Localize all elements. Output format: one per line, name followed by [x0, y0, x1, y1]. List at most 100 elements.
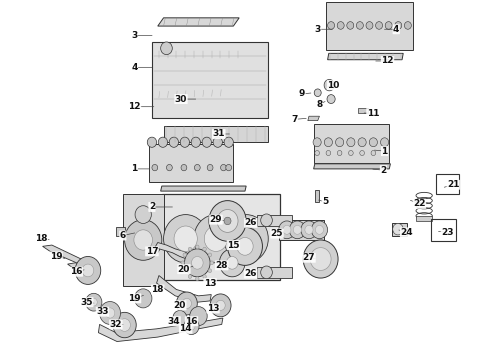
- Polygon shape: [116, 227, 125, 236]
- Text: 30: 30: [175, 95, 187, 104]
- Circle shape: [224, 137, 233, 147]
- Circle shape: [209, 201, 246, 241]
- Circle shape: [261, 266, 272, 279]
- Circle shape: [328, 22, 335, 29]
- Text: 8: 8: [317, 100, 322, 109]
- Circle shape: [208, 253, 212, 257]
- Circle shape: [203, 247, 206, 251]
- Text: 27: 27: [303, 253, 315, 262]
- Bar: [149, 144, 233, 181]
- Circle shape: [381, 138, 389, 147]
- Circle shape: [158, 137, 168, 147]
- Circle shape: [210, 294, 231, 317]
- Polygon shape: [43, 245, 89, 267]
- Circle shape: [220, 249, 245, 277]
- Circle shape: [202, 137, 211, 147]
- Circle shape: [75, 256, 101, 284]
- Polygon shape: [157, 91, 223, 102]
- Circle shape: [313, 138, 321, 147]
- Circle shape: [207, 165, 213, 171]
- Circle shape: [86, 293, 102, 311]
- Polygon shape: [314, 164, 391, 169]
- Circle shape: [194, 215, 238, 263]
- Circle shape: [393, 224, 403, 235]
- Polygon shape: [98, 318, 223, 342]
- Circle shape: [119, 319, 130, 331]
- Text: 32: 32: [110, 320, 122, 329]
- Circle shape: [188, 275, 192, 279]
- Text: 13: 13: [207, 304, 219, 313]
- Text: 31: 31: [213, 130, 225, 139]
- Circle shape: [305, 225, 313, 234]
- Circle shape: [301, 221, 317, 239]
- Text: 21: 21: [447, 180, 460, 189]
- Circle shape: [208, 269, 212, 273]
- Bar: [314, 125, 389, 163]
- Text: 12: 12: [128, 102, 141, 111]
- Circle shape: [326, 150, 331, 156]
- Polygon shape: [392, 223, 407, 235]
- Circle shape: [134, 230, 152, 250]
- Circle shape: [105, 308, 115, 318]
- Circle shape: [196, 277, 199, 280]
- Circle shape: [337, 150, 342, 156]
- Circle shape: [366, 22, 373, 29]
- Polygon shape: [155, 243, 190, 259]
- Text: 25: 25: [271, 229, 283, 238]
- Circle shape: [99, 302, 121, 324]
- Text: 28: 28: [216, 261, 228, 270]
- Circle shape: [283, 225, 291, 234]
- Circle shape: [404, 22, 412, 29]
- Circle shape: [82, 264, 94, 277]
- Circle shape: [183, 269, 187, 273]
- Text: 12: 12: [381, 57, 394, 66]
- Circle shape: [310, 248, 331, 270]
- Circle shape: [294, 225, 301, 234]
- Circle shape: [227, 227, 263, 265]
- Text: 29: 29: [210, 215, 222, 224]
- Text: 1: 1: [131, 165, 138, 174]
- Text: 2: 2: [149, 202, 155, 211]
- Circle shape: [371, 150, 376, 156]
- Text: 11: 11: [367, 108, 379, 117]
- Circle shape: [303, 240, 338, 278]
- Circle shape: [314, 89, 321, 96]
- Polygon shape: [68, 263, 94, 274]
- Circle shape: [358, 138, 366, 147]
- Circle shape: [176, 292, 197, 315]
- Circle shape: [135, 206, 151, 224]
- Circle shape: [315, 150, 319, 156]
- Circle shape: [113, 312, 136, 338]
- Circle shape: [195, 165, 200, 171]
- Bar: [326, 2, 413, 50]
- Circle shape: [356, 22, 364, 29]
- Text: 4: 4: [393, 25, 399, 34]
- Bar: [416, 216, 432, 221]
- Circle shape: [382, 150, 387, 156]
- Polygon shape: [158, 18, 239, 26]
- Polygon shape: [328, 53, 403, 60]
- Text: 23: 23: [441, 228, 454, 237]
- Circle shape: [167, 165, 172, 171]
- Circle shape: [180, 137, 190, 147]
- Circle shape: [188, 323, 195, 330]
- Circle shape: [324, 80, 335, 91]
- Circle shape: [124, 220, 162, 260]
- Circle shape: [181, 165, 187, 171]
- Circle shape: [182, 298, 192, 309]
- Text: 4: 4: [131, 63, 138, 72]
- Text: 20: 20: [173, 301, 186, 310]
- Text: 15: 15: [227, 240, 240, 249]
- Circle shape: [213, 137, 222, 147]
- Circle shape: [376, 22, 383, 29]
- Circle shape: [235, 226, 258, 251]
- Polygon shape: [315, 190, 319, 202]
- Circle shape: [279, 221, 295, 239]
- Circle shape: [147, 137, 157, 147]
- Circle shape: [385, 22, 392, 29]
- Circle shape: [316, 225, 323, 234]
- Circle shape: [191, 137, 200, 147]
- Circle shape: [203, 275, 206, 279]
- Circle shape: [161, 42, 172, 55]
- Text: 9: 9: [299, 90, 305, 99]
